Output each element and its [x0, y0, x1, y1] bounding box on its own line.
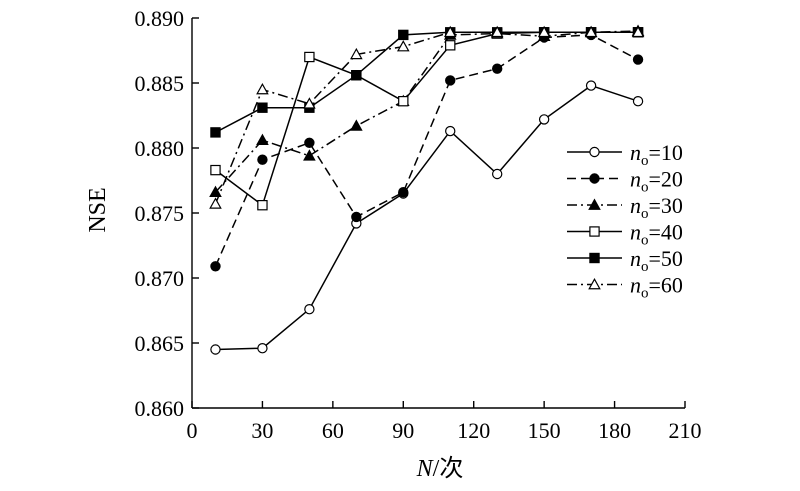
data-point	[257, 102, 268, 113]
data-point	[589, 252, 600, 264]
y-tick-label: 0.875	[135, 201, 185, 226]
series-layer	[209, 24, 645, 355]
series-line	[214, 31, 639, 205]
legend-item: no=50	[567, 246, 683, 275]
data-point	[490, 25, 504, 38]
x-tick-label: 210	[669, 418, 702, 443]
y-tick-label: 0.890	[135, 6, 185, 31]
data-point	[256, 82, 269, 95]
data-point	[398, 95, 409, 107]
data-point	[445, 75, 456, 86]
x-axis-label-variable: N	[416, 456, 435, 482]
x-tick-label: 0	[187, 418, 198, 443]
data-point	[209, 197, 222, 209]
legend-label: no=50	[630, 246, 683, 275]
data-point	[257, 343, 268, 354]
series-line	[215, 31, 639, 207]
series-2	[210, 29, 644, 272]
data-point	[396, 40, 410, 52]
legend-item: no=20	[567, 167, 683, 196]
data-point	[351, 211, 362, 223]
x-tick-label: 90	[392, 418, 414, 443]
legend-item: no=30	[567, 193, 683, 222]
data-point	[257, 200, 268, 211]
legend-label: no=60	[630, 273, 683, 302]
y-tick-label: 0.885	[135, 71, 185, 96]
legend-item: no=60	[567, 273, 683, 302]
data-point	[537, 25, 551, 38]
data-point	[585, 80, 597, 91]
data-point	[350, 119, 363, 131]
legend-label: no=20	[630, 167, 683, 196]
data-point	[210, 344, 221, 355]
data-point	[589, 146, 600, 158]
data-point	[632, 54, 644, 65]
legend-label: no=40	[630, 220, 683, 249]
data-point	[351, 69, 362, 81]
series-3	[209, 24, 645, 198]
data-point	[588, 277, 601, 290]
x-tick-label: 180	[598, 418, 631, 443]
data-point	[304, 304, 315, 315]
x-tick-label: 60	[322, 418, 344, 443]
data-point	[303, 149, 316, 161]
data-point	[589, 173, 600, 184]
data-point	[631, 25, 645, 38]
y-tick-label: 0.870	[135, 266, 185, 291]
data-point	[210, 164, 221, 176]
data-point	[350, 47, 363, 60]
legend-item: no=40	[567, 220, 683, 249]
series-line	[214, 30, 639, 193]
data-point	[398, 186, 409, 198]
data-point	[398, 29, 409, 41]
data-point	[584, 25, 598, 38]
y-tick-label: 0.880	[135, 136, 185, 161]
x-tick-label: 30	[251, 418, 273, 443]
legend-label: no=10	[630, 140, 683, 169]
x-tick-label: 150	[528, 418, 561, 443]
data-point	[209, 185, 222, 198]
axes: 0 30 60 90 120 150 180 210 0.860 0.865 0.870 0.875…	[135, 6, 702, 443]
y-tick-label: 0.865	[135, 331, 185, 356]
series-line	[215, 31, 639, 134]
y-axis-label: NSE	[85, 187, 111, 232]
data-point	[210, 261, 221, 272]
data-point	[491, 168, 503, 180]
data-point	[257, 154, 268, 165]
series-4	[210, 27, 644, 211]
x-ticks: 0 30 60 90 120 150 180 210	[187, 401, 702, 443]
data-point	[303, 97, 316, 109]
data-point	[588, 198, 601, 210]
data-point	[538, 114, 550, 125]
data-point	[491, 63, 503, 74]
data-point	[589, 226, 600, 237]
legend-item: no=10	[567, 140, 683, 169]
data-point	[445, 125, 456, 137]
series-line	[214, 34, 639, 267]
data-point	[304, 137, 315, 148]
y-ticks: 0.860 0.865 0.870 0.875 0.880 0.885 0.890	[135, 6, 199, 421]
series-line	[215, 84, 639, 351]
series-6	[209, 25, 645, 209]
legend-label: no=30	[630, 193, 683, 222]
data-point	[304, 51, 315, 63]
series-1	[210, 80, 644, 355]
y-tick-label: 0.860	[135, 396, 185, 421]
x-tick-label: 120	[457, 418, 490, 443]
x-axis-label: N/次	[416, 455, 464, 482]
data-point	[443, 25, 457, 38]
data-point	[210, 127, 221, 138]
data-point	[632, 95, 644, 107]
x-axis-label-unit: /次	[433, 455, 464, 482]
data-point	[445, 40, 456, 51]
series-5	[210, 27, 644, 138]
data-point	[256, 133, 269, 146]
